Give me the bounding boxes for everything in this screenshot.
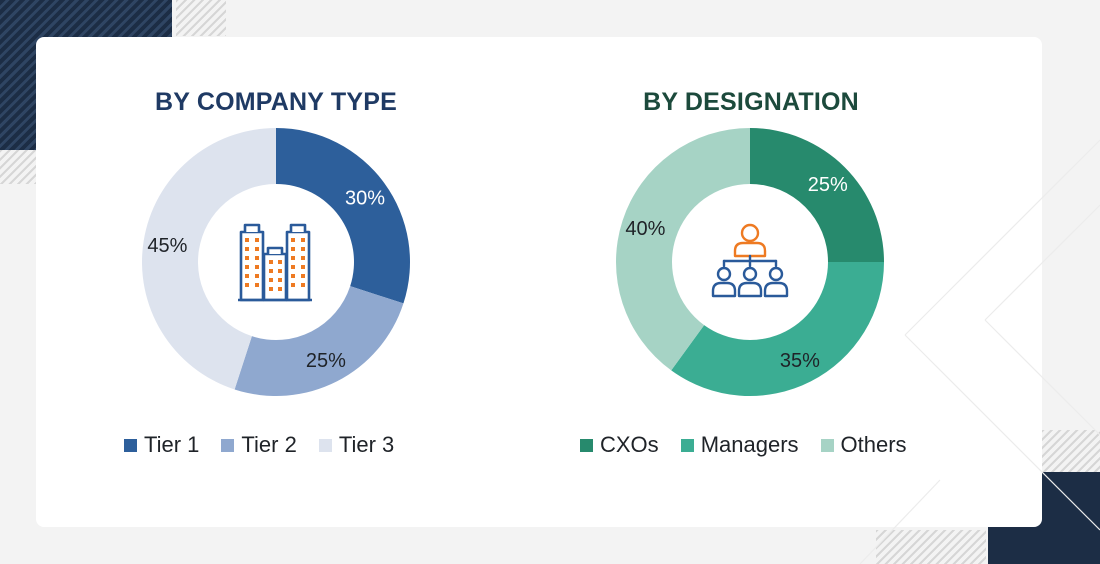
slice-data-label: 35% [780,350,820,372]
company-type-chart-title: BY COMPANY TYPE [155,88,397,116]
legend-label: Managers [700,432,799,457]
legend-label: Others [840,432,907,457]
slice-data-label: 25% [306,350,346,372]
legend-swatch [124,438,137,452]
legend-label: Tier 1 [144,432,200,457]
legend-label: Tier 3 [338,432,395,457]
decor-hatch-right [1042,430,1100,472]
legend-item-others: Others [820,432,907,457]
slice-data-label: 30% [345,187,385,209]
legend-swatch [680,438,694,452]
decor-hatch-left [0,150,36,184]
legend-swatch [318,438,332,452]
designation-legend: CXOs Managers Others [580,433,907,457]
legend-swatch [820,438,834,452]
company-type-donut-chart: 30% 25% 45% [142,128,410,396]
legend-item-tier-3: Tier 3 [318,432,395,457]
legend-item-managers: Managers [680,432,799,457]
donut-slice-tier-3 [142,128,276,390]
designation-donut-chart: 25% 35% 40% [616,128,884,396]
legend-label: CXOs [600,432,659,457]
designation-chart-title: BY DESIGNATION [643,88,859,116]
legend-item-tier-1: Tier 1 [124,433,199,457]
donut-slice-cxos [750,128,884,262]
legend-item-cxos: CXOs [580,433,659,457]
buildings-icon [238,223,312,302]
donut-slice-others [616,128,750,371]
legend-swatch [221,438,235,452]
slice-data-label: 40% [625,218,665,240]
legend-label: Tier 2 [241,432,297,457]
decor-hatch-bottom [876,530,986,564]
donut-slice-tier-2 [234,286,404,396]
donut-slice-managers [671,262,884,396]
slice-data-label: 25% [808,174,848,196]
company-type-legend: Tier 1 Tier 2 Tier 3 [124,433,394,457]
org-hierarchy-icon [711,223,789,298]
donut-slice-tier-1 [276,128,410,304]
decor-hatch-top [176,0,226,36]
legend-item-tier-2: Tier 2 [221,432,297,457]
legend-swatch [580,438,593,452]
slice-data-label: 45% [147,235,187,257]
